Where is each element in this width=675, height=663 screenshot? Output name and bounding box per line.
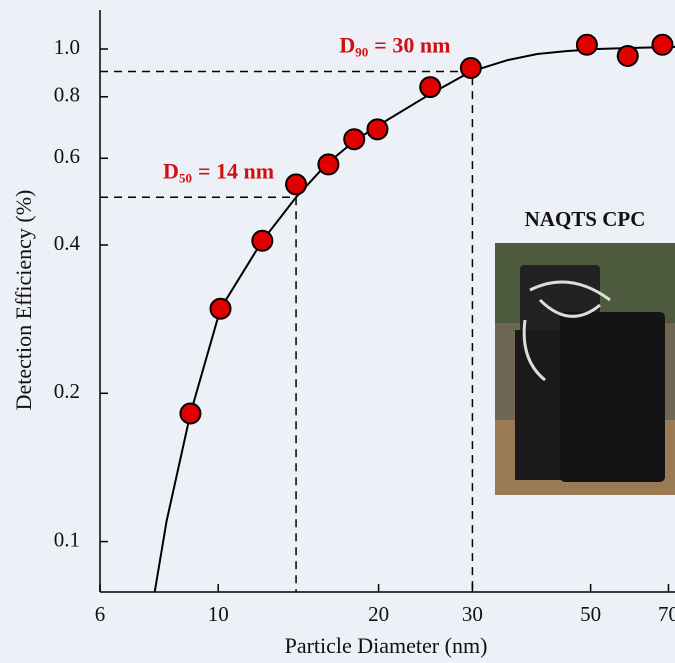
- y-tick-label: 0.8: [54, 83, 80, 107]
- data-point: [459, 57, 482, 80]
- annotation-text: = 30 nm: [374, 33, 450, 58]
- guide-line: [100, 70, 474, 592]
- annotation-subscript: 50: [179, 170, 192, 185]
- x-tick-label: 30: [462, 602, 483, 626]
- x-axis-label: Particle Diameter (nm): [285, 633, 488, 658]
- annotation: D50 = 14 nm: [163, 158, 274, 185]
- annotation-symbol: D: [163, 158, 179, 183]
- data-point: [317, 153, 340, 176]
- data-point: [251, 229, 274, 252]
- annotation-subscript: 90: [355, 45, 368, 60]
- data-point: [616, 44, 639, 67]
- data-point: [209, 297, 232, 320]
- annotation-symbol: D: [339, 33, 355, 58]
- y-tick-label: 1.0: [54, 35, 80, 59]
- data-point: [419, 76, 442, 99]
- data-point: [366, 118, 389, 141]
- x-tick-label: 50: [580, 602, 601, 626]
- data-point: [343, 128, 366, 151]
- data-point: [179, 402, 202, 425]
- data-point: [575, 33, 598, 56]
- annotation-text: = 14 nm: [198, 158, 274, 183]
- x-tick-label: 70: [658, 602, 675, 626]
- data-point: [285, 173, 308, 196]
- annotation: D90 = 30 nm: [339, 33, 450, 60]
- x-tick-label: 6: [95, 602, 106, 626]
- x-tick-label: 10: [208, 602, 229, 626]
- y-tick-label: 0.4: [54, 231, 81, 255]
- y-tick-label: 0.2: [54, 379, 80, 403]
- photo: [495, 243, 675, 495]
- y-tick-label: 0.6: [54, 144, 80, 168]
- x-tick-label: 20: [368, 602, 389, 626]
- inset-title: NAQTS CPC: [525, 207, 646, 231]
- y-axis-label: Detection Efficiency (%): [11, 190, 36, 411]
- y-tick-label: 0.1: [54, 527, 80, 551]
- data-point: [651, 33, 674, 56]
